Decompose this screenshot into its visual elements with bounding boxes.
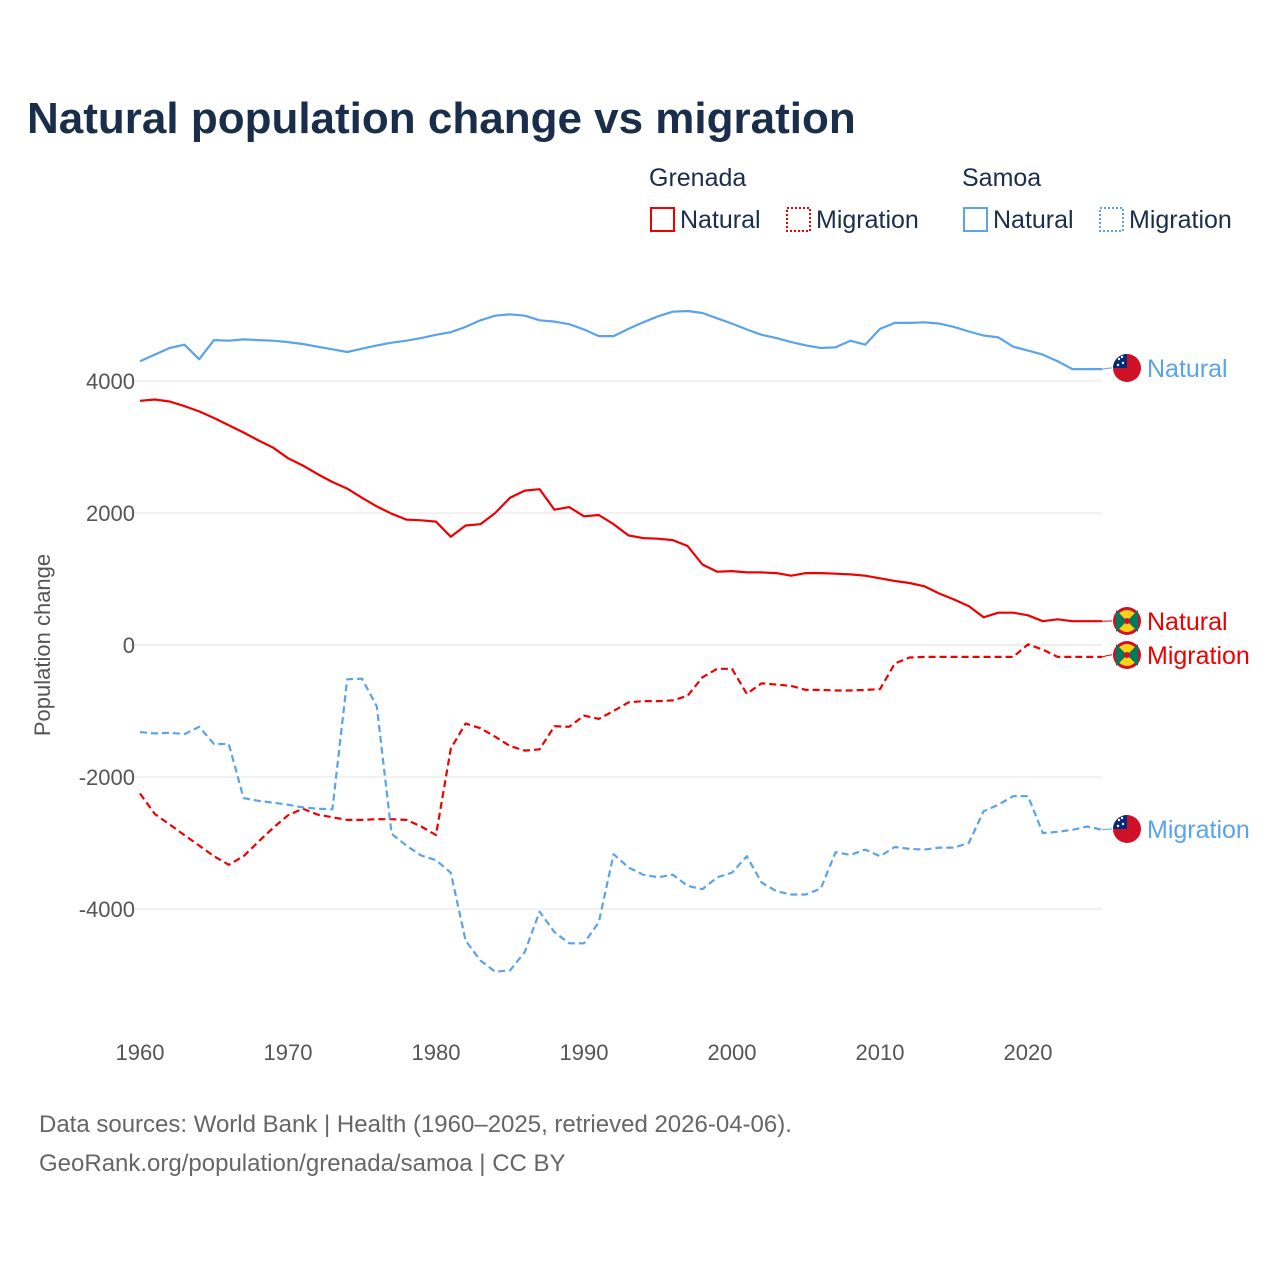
legend-swatch-samoa-natural: [963, 207, 988, 232]
x-tick-label: 2010: [856, 1040, 905, 1065]
y-tick-label: -2000: [79, 765, 135, 790]
y-axis-label: Population change: [30, 554, 55, 736]
x-tick-label: 1960: [116, 1040, 165, 1065]
x-tick-label: 1980: [412, 1040, 461, 1065]
legend-label-grenada-migration[interactable]: Migration: [816, 206, 919, 234]
end-label-samoa-natural: Natural: [1147, 355, 1228, 383]
end-label-connector: [1101, 828, 1112, 831]
y-tick-label: 4000: [86, 369, 135, 394]
end-label-grenada-natural: Natural: [1147, 608, 1228, 636]
end-label-grenada-migration: Migration: [1147, 642, 1250, 670]
legend: Grenada Natural Migration Samoa Natural …: [649, 164, 1232, 234]
end-label-connector: [1101, 654, 1112, 658]
legend-label-samoa-migration[interactable]: Migration: [1129, 206, 1232, 234]
series-line-grenada-migration[interactable]: [139, 643, 1102, 866]
y-axis-ticks: -4000 -2000 0 2000 4000: [79, 369, 135, 922]
end-labels: Natural Migration Natural Migration: [1101, 354, 1250, 844]
credit-link[interactable]: GeoRank.org/population/grenada/samoa | C…: [39, 1150, 566, 1177]
x-tick-label: 2020: [1004, 1040, 1053, 1065]
y-tick-label: 2000: [86, 501, 135, 526]
gridlines: [130, 380, 1102, 910]
source-note: Data sources: World Bank | Health (1960–…: [39, 1111, 792, 1138]
grenada-flag-icon: [1113, 607, 1141, 635]
end-label-connector: [1101, 367, 1112, 370]
series-line-samoa-migration[interactable]: [139, 677, 1103, 973]
legend-swatch-grenada-migration: [786, 207, 811, 232]
series-line-grenada-natural[interactable]: [139, 398, 1102, 623]
legend-label-grenada-natural[interactable]: Natural: [680, 206, 761, 234]
x-tick-label: 1990: [560, 1040, 609, 1065]
x-tick-label: 1970: [264, 1040, 313, 1065]
x-tick-label: 2000: [708, 1040, 757, 1065]
legend-label-samoa-natural[interactable]: Natural: [993, 206, 1074, 234]
samoa-flag-icon: [1113, 815, 1141, 843]
samoa-flag-icon: [1113, 354, 1141, 382]
chart-title: Natural population change vs migration: [27, 94, 856, 143]
y-tick-label: -4000: [79, 897, 135, 922]
legend-group-samoa: Samoa: [962, 164, 1041, 192]
series-line-samoa-natural[interactable]: [139, 309, 1102, 371]
legend-swatch-samoa-migration: [1099, 207, 1124, 232]
series-lines: [139, 309, 1103, 973]
y-tick-label: 0: [123, 633, 135, 658]
legend-group-grenada: Grenada: [649, 164, 746, 192]
grenada-flag-icon: [1113, 641, 1141, 669]
end-label-samoa-migration: Migration: [1147, 816, 1250, 844]
legend-swatch-grenada-natural: [650, 207, 675, 232]
x-axis-ticks: 1960 1970 1980 1990 2000 2010 2020: [116, 1040, 1053, 1065]
